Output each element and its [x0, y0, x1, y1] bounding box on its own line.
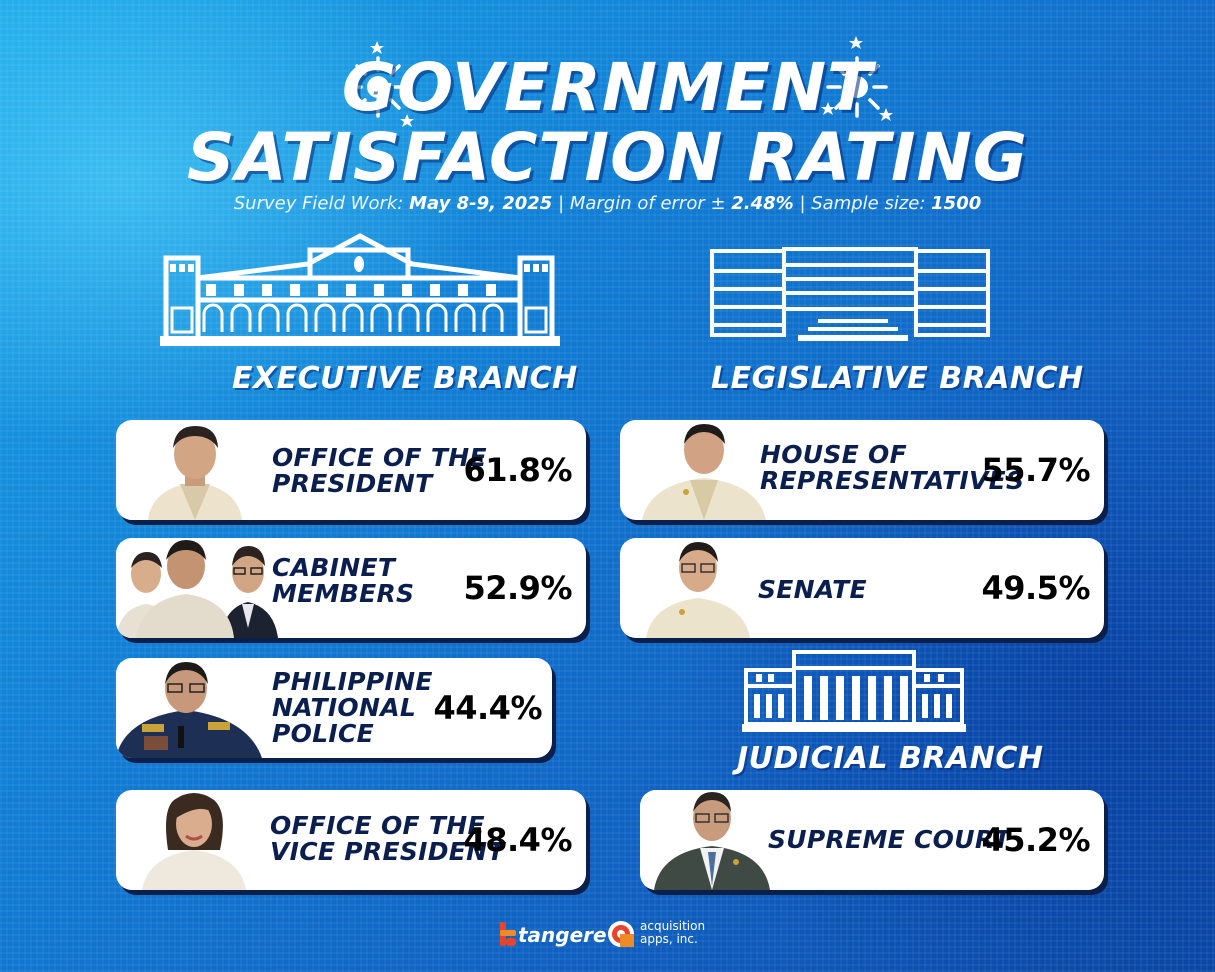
rating-value: 48.4%: [463, 821, 572, 859]
supreme-court-building-icon: [742, 648, 966, 732]
rating-card-philippine-national-police: PHILIPPINE NATIONAL POLICE 44.4%: [116, 658, 552, 758]
rating-value: 45.2%: [981, 821, 1090, 859]
acquisition-apps-logo-line2: apps, inc.: [640, 933, 698, 946]
card-label-line2: MEMBERS: [272, 581, 414, 607]
legislative-branch-heading: LEGISLATIVE BRANCH: [711, 361, 1084, 396]
card-label: SENATE: [758, 577, 867, 603]
card-label: SUPREME COURT: [768, 827, 1011, 853]
sample-label: | Sample size:: [799, 193, 925, 214]
senate-president-photo: [642, 538, 754, 638]
card-label-line1: PHILIPPINE: [272, 669, 433, 695]
rating-value: 61.8%: [463, 451, 572, 489]
rating-card-supreme-court: SUPREME COURT 45.2%: [640, 790, 1104, 890]
tangere-logo-mark: [498, 920, 518, 948]
card-label-line2: NATIONAL: [272, 695, 433, 721]
card-label-line3: POLICE: [272, 721, 433, 747]
judicial-branch-heading: JUDICIAL BRANCH: [737, 741, 1043, 776]
vice-president-photo: [138, 790, 250, 890]
card-label-line2: PRESIDENT: [272, 471, 487, 497]
card-label-line1: SUPREME COURT: [768, 827, 1011, 853]
executive-branch-heading: EXECUTIVE BRANCH: [232, 361, 578, 396]
rating-value: 44.4%: [433, 689, 542, 727]
rating-card-cabinet-members: CABINET MEMBERS 52.9%: [116, 538, 586, 638]
field-work-value: May 8-9, 2025: [409, 193, 552, 214]
survey-details: Survey Field Work: May 8-9, 2025 | Margi…: [0, 193, 1215, 214]
sample-value: 1500: [931, 193, 981, 214]
cabinet-members-photo: [116, 538, 281, 638]
card-label-line1: OFFICE OF THE: [272, 445, 487, 471]
rating-value: 49.5%: [981, 569, 1090, 607]
house-speaker-photo: [640, 420, 770, 520]
malacanang-palace-icon: [160, 228, 560, 348]
card-label: PHILIPPINE NATIONAL POLICE: [272, 669, 433, 747]
rating-card-senate: SENATE 49.5%: [620, 538, 1104, 638]
rating-card-office-of-the-vice-president: OFFICE OF THE VICE PRESIDENT 48.4%: [116, 790, 586, 890]
rating-value: 52.9%: [463, 569, 572, 607]
acquisition-apps-logo-mark: [606, 919, 636, 949]
margin-value: 2.48%: [731, 193, 793, 214]
pnp-chief-photo: [116, 658, 266, 758]
person-photo: [140, 420, 250, 520]
rating-card-house-of-representatives: HOUSE OF REPRESENTATIVES 55.7%: [620, 420, 1104, 520]
rating-value: 55.7%: [981, 451, 1090, 489]
field-work-label: Survey Field Work:: [234, 193, 404, 214]
card-label-line1: SENATE: [758, 577, 867, 603]
legislative-building-icon: [708, 247, 998, 349]
page-title-line2: SATISFACTION RATING: [0, 122, 1215, 194]
margin-label: | Margin of error ±: [558, 193, 725, 214]
page-title-line1: GOVERNMENT: [0, 52, 1215, 124]
card-label: OFFICE OF THE PRESIDENT: [272, 445, 487, 497]
card-label-line1: CABINET: [272, 555, 414, 581]
tangere-logo-text: tangere: [518, 923, 607, 947]
chief-justice-photo: [652, 790, 772, 890]
acquisition-apps-logo: acquisition apps, inc.: [606, 918, 716, 952]
card-label: CABINET MEMBERS: [272, 555, 414, 607]
rating-card-office-of-the-president: OFFICE OF THE PRESIDENT 61.8%: [116, 420, 586, 520]
